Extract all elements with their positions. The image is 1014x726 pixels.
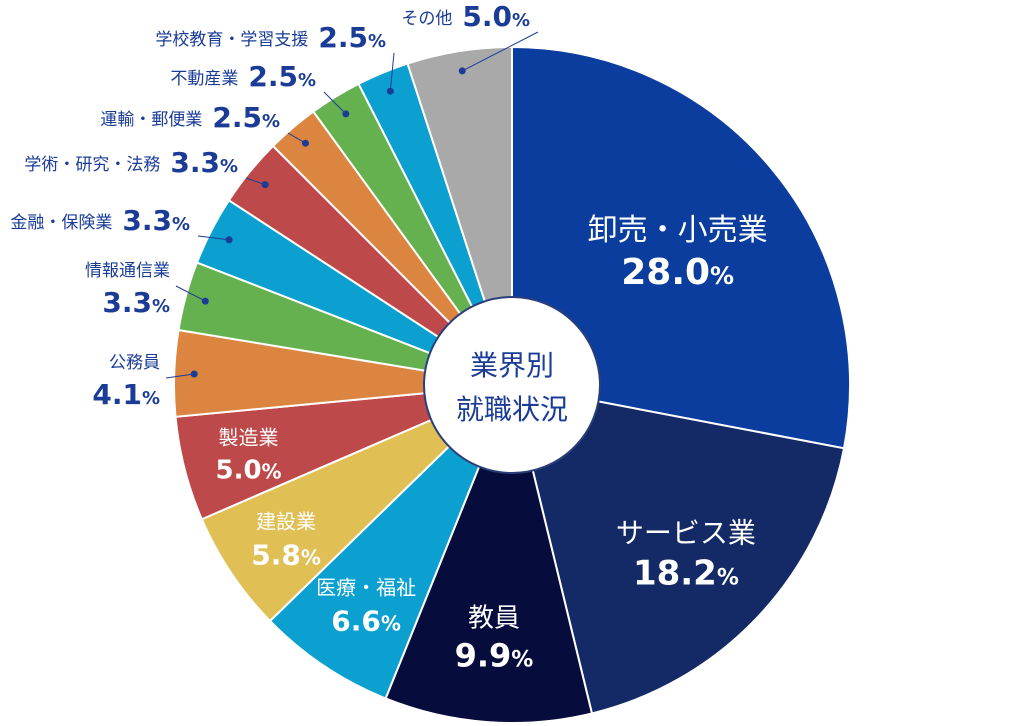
slice-name-label-6: 公務員 [109, 353, 160, 373]
pie-slice-1 [510, 383, 846, 715]
outside-label-13: 5.0% その他 [401, 0, 530, 33]
outside-label-10: 2.5% 運輸・郵便業 [100, 101, 280, 134]
pie-slice-4 [200, 384, 513, 623]
leader-dot-6 [190, 370, 198, 378]
slice-value-label-2: 9.9% [455, 636, 534, 674]
slice-value-label-1: 18.2% [633, 553, 739, 593]
slice-value-label-8: 3.3% [122, 204, 190, 237]
leader-line-8 [197, 235, 230, 241]
slice-name-label-3: 医療・福祉 [316, 576, 416, 600]
outside-label-12: 2.5% 学校教育・学習支援 [155, 21, 386, 54]
pie-slice-3 [268, 384, 513, 700]
slice-name-label-7: 情報通信業 [85, 261, 170, 281]
pie-slice-0 [511, 45, 851, 450]
slice-value-label-13: 5.0% [462, 0, 530, 33]
slice-name-label-2: 教員 [468, 603, 520, 633]
center-label-line: 業界別 [470, 349, 554, 382]
slice-name-label-5: 製造業 [219, 426, 279, 450]
leader-dot-13 [458, 67, 466, 75]
slice-name-label-9: 学術・研究・法務 [24, 155, 160, 175]
outside-label-9: 3.3% 学術・研究・法務 [24, 146, 238, 179]
slice-value-label-4: 5.8% [251, 538, 321, 571]
slice-value-label-3: 6.6% [331, 605, 401, 638]
slice-name-label-11: 不動産業 [170, 69, 238, 89]
leader-dot-12 [386, 87, 394, 95]
slice-name-label-0: 卸売・小売業 [588, 213, 768, 248]
slice-value-label-6: 4.1% [92, 378, 160, 411]
leader-dot-8 [225, 236, 233, 244]
center-label-line: 就職状況 [456, 393, 568, 426]
center-hole [423, 296, 601, 474]
outside-label-8: 3.3% 金融・保険業 [10, 204, 190, 237]
slice-name-label-1: サービス業 [616, 516, 756, 549]
leader-line-7 [175, 285, 206, 302]
leader-dot-7 [201, 297, 209, 305]
slice-value-label-5: 5.0% [215, 456, 281, 486]
slice-value-label-12: 2.5% [318, 21, 386, 54]
slice-name-label-13: その他 [401, 9, 452, 29]
leader-dot-9 [261, 181, 269, 189]
slice-value-label-0: 28.0% [621, 252, 734, 293]
outside-label-11: 2.5% 不動産業 [170, 60, 316, 93]
leader-dot-11 [342, 110, 350, 118]
slice-value-label-11: 2.5% [248, 60, 316, 93]
leader-line-12 [389, 52, 395, 92]
slice-value-label-9: 3.3% [170, 146, 238, 179]
slice-name-label-4: 建設業 [256, 509, 316, 533]
slice-name-label-10: 運輸・郵便業 [100, 110, 202, 130]
slice-name-label-12: 学校教育・学習支援 [155, 30, 308, 50]
slice-value-label-10: 2.5% [212, 101, 280, 134]
leader-line-11 [323, 91, 347, 115]
leader-line-6 [165, 373, 195, 379]
pie-slice-2 [384, 381, 594, 724]
leader-dot-10 [301, 139, 309, 147]
slice-name-label-8: 金融・保険業 [10, 213, 112, 233]
slice-value-label-7: 3.3% [102, 286, 170, 319]
leader-line-13 [462, 31, 539, 72]
